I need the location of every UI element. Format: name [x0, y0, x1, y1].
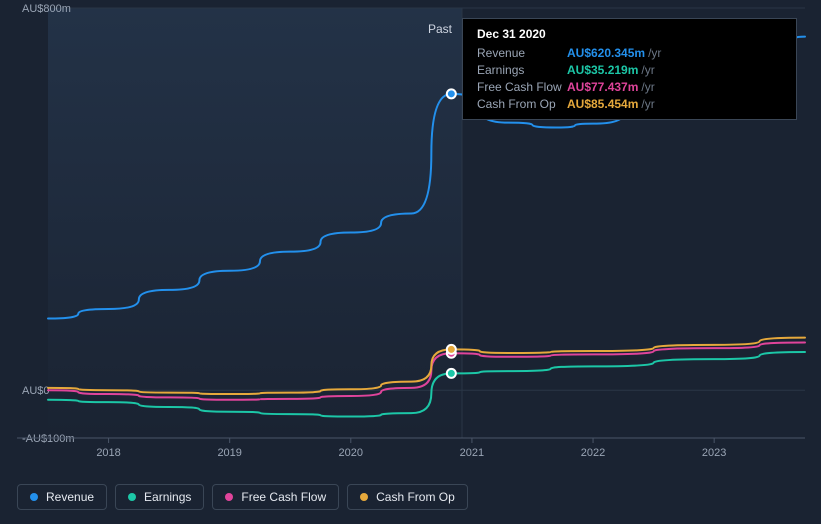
y-axis-label: AU$0 — [22, 385, 50, 397]
legend-label: Earnings — [144, 490, 191, 504]
x-tick-label: 2020 — [339, 447, 363, 459]
legend-dot-icon — [225, 493, 233, 501]
highlight-marker-revenue — [447, 89, 456, 98]
legend-label: Cash From Op — [376, 490, 455, 504]
legend-item-fcf[interactable]: Free Cash Flow — [212, 484, 339, 510]
tooltip-metric-value: AU$35.219m — [567, 62, 638, 79]
legend-dot-icon — [128, 493, 136, 501]
tooltip-row: RevenueAU$620.345m/yr — [477, 45, 782, 62]
legend-label: Revenue — [46, 490, 94, 504]
tooltip-suffix: /yr — [641, 62, 654, 79]
y-axis-label: AU$800m — [22, 3, 71, 15]
tooltip-metric-value: AU$85.454m — [567, 96, 638, 113]
tooltip-suffix: /yr — [648, 45, 661, 62]
hover-tooltip: Dec 31 2020 RevenueAU$620.345m/yrEarning… — [462, 18, 797, 120]
tooltip-metric-label: Revenue — [477, 45, 567, 62]
tooltip-metric-value: AU$620.345m — [567, 45, 645, 62]
highlight-marker-earnings — [447, 369, 456, 378]
tooltip-date: Dec 31 2020 — [477, 27, 782, 41]
legend-dot-icon — [30, 493, 38, 501]
tooltip-metric-value: AU$77.437m — [567, 79, 638, 96]
x-tick-label: 2021 — [460, 447, 484, 459]
financial-forecast-chart: AU$800m AU$0 -AU$100m 2018 2019 2020 2021 2022 2… — [0, 0, 821, 524]
x-tick-label: 2018 — [96, 447, 120, 459]
legend-item-cfo[interactable]: Cash From Op — [347, 484, 468, 510]
x-tick-label: 2022 — [581, 447, 605, 459]
tooltip-suffix: /yr — [641, 79, 654, 96]
x-tick-label: 2023 — [702, 447, 726, 459]
y-axis-label: -AU$100m — [22, 433, 75, 445]
tooltip-metric-label: Earnings — [477, 62, 567, 79]
chart-legend: Revenue Earnings Free Cash Flow Cash From O… — [17, 484, 468, 510]
x-tick-label: 2019 — [217, 447, 241, 459]
tooltip-row: EarningsAU$35.219m/yr — [477, 62, 782, 79]
legend-item-revenue[interactable]: Revenue — [17, 484, 107, 510]
tooltip-row: Free Cash FlowAU$77.437m/yr — [477, 79, 782, 96]
legend-dot-icon — [360, 493, 368, 501]
tooltip-metric-label: Cash From Op — [477, 96, 567, 113]
legend-item-earnings[interactable]: Earnings — [115, 484, 204, 510]
legend-label: Free Cash Flow — [241, 490, 326, 504]
highlight-marker-cfo — [447, 345, 456, 354]
past-region-bg — [48, 8, 462, 438]
tooltip-metric-label: Free Cash Flow — [477, 79, 567, 96]
tooltip-suffix: /yr — [641, 96, 654, 113]
past-section-label: Past — [428, 22, 452, 36]
tooltip-row: Cash From OpAU$85.454m/yr — [477, 96, 782, 113]
